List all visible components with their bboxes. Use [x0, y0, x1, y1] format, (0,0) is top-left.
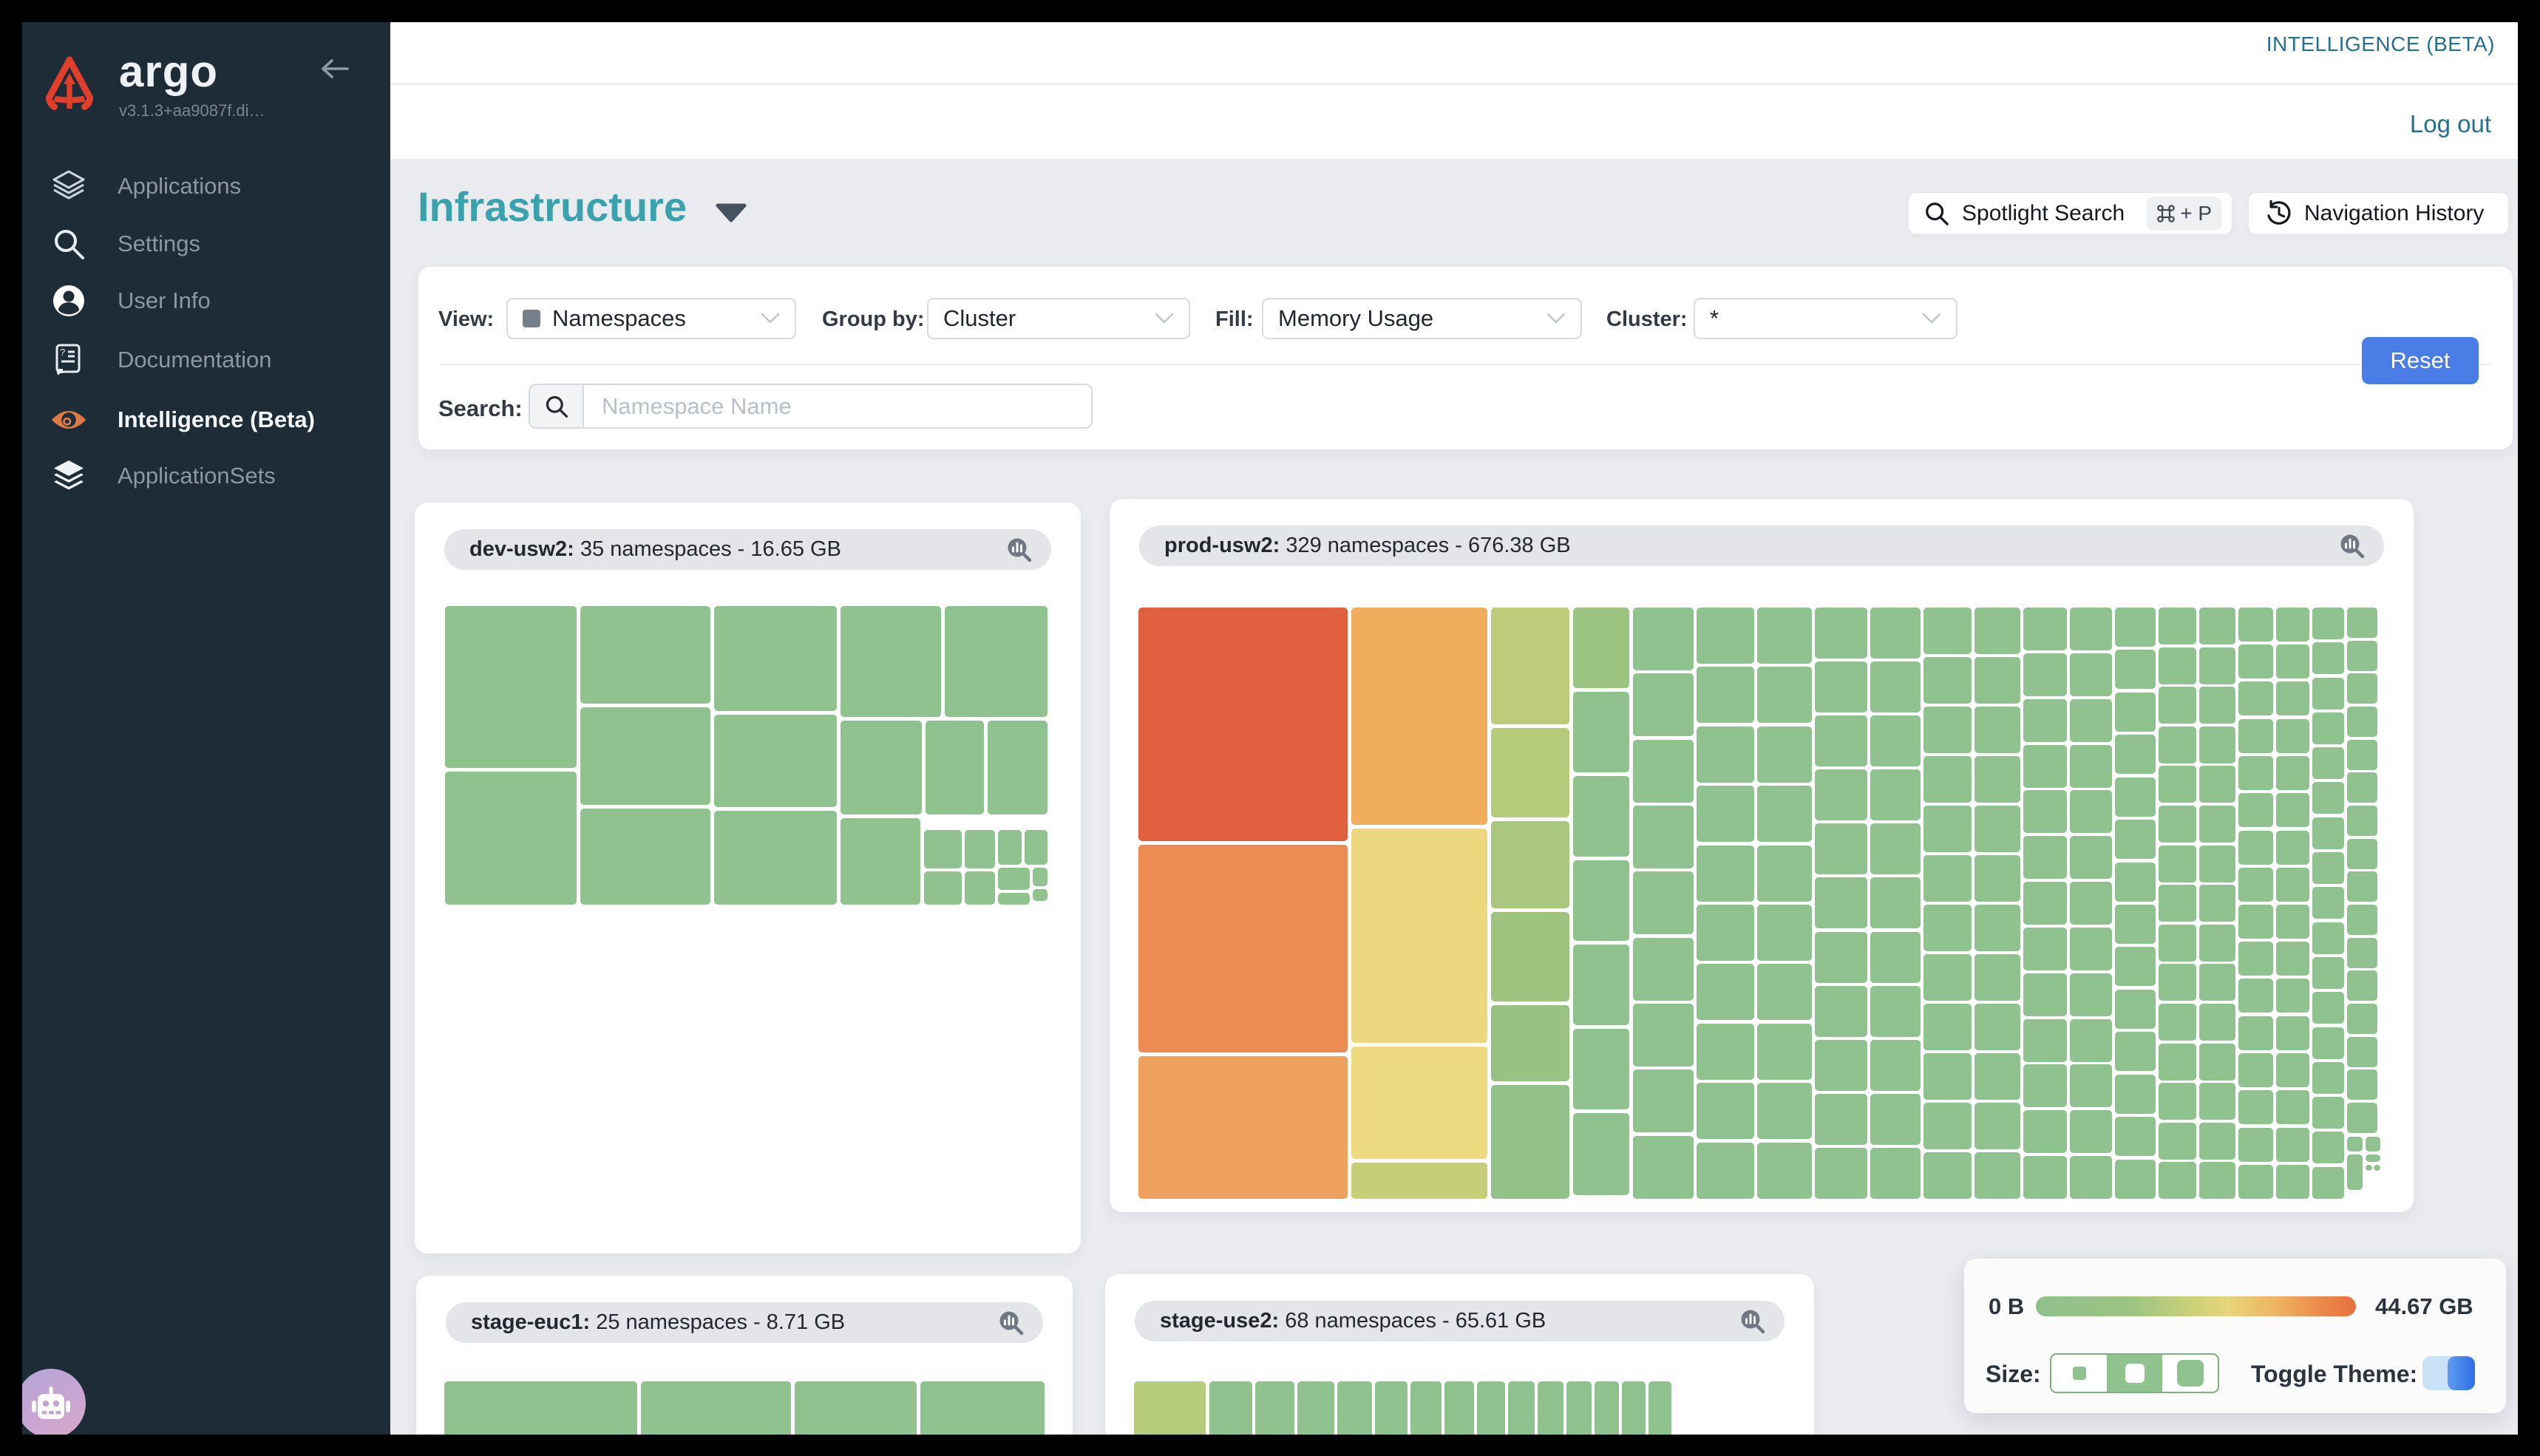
svg-text:?: ?	[60, 347, 65, 358]
